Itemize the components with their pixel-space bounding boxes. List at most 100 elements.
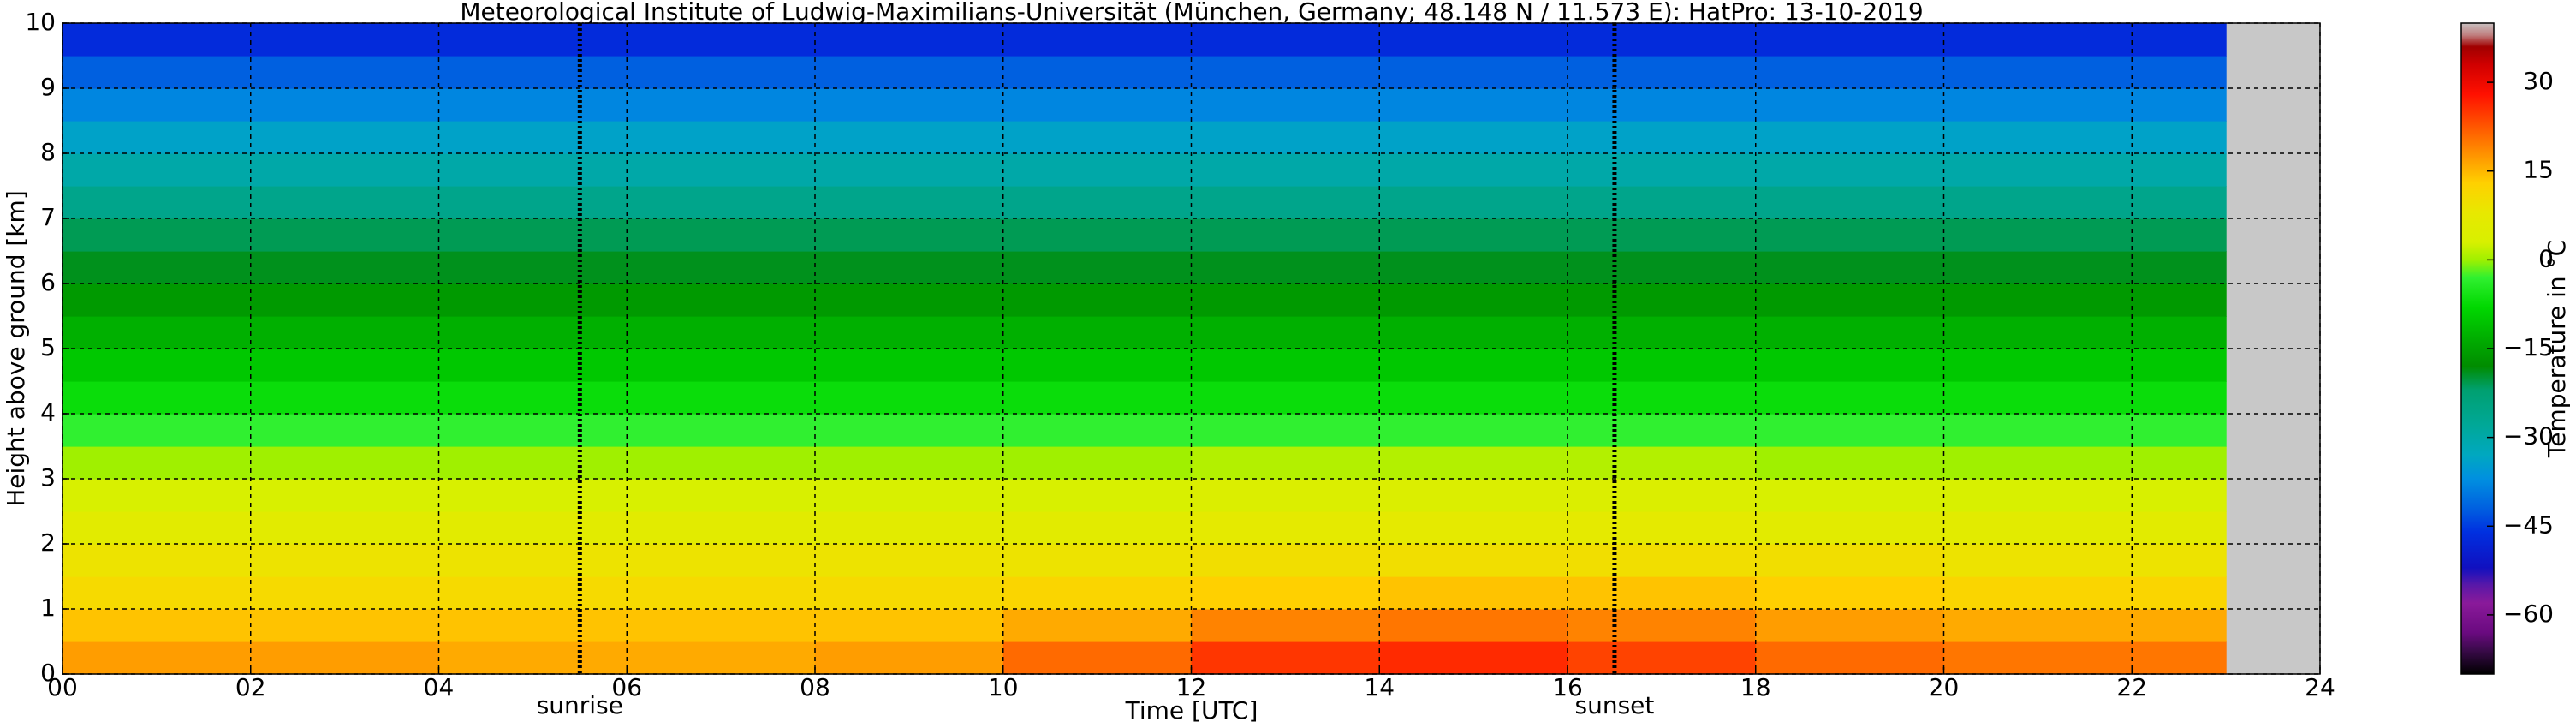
heatmap-cell: [1379, 511, 1568, 545]
y-tick-label: 4: [40, 398, 56, 427]
heatmap-cell: [1568, 511, 1757, 545]
heatmap-cell: [1943, 121, 2133, 154]
heatmap-cell: [1191, 153, 1380, 187]
heatmap-cell: [627, 186, 816, 219]
heatmap-cell: [1755, 23, 1945, 57]
annotation-label: sunset: [1575, 691, 1655, 719]
heatmap-cell: [250, 641, 440, 675]
x-tick-label: 16: [1552, 673, 1583, 701]
heatmap-cell: [1191, 479, 1380, 512]
heatmap-cell: [1379, 446, 1568, 480]
heatmap-cell: [1755, 153, 1945, 187]
heatmap-cell: [250, 56, 440, 89]
x-tick-label: 08: [800, 673, 830, 701]
heatmap-cell: [1002, 121, 1193, 154]
heatmap-cell: [2132, 283, 2227, 317]
heatmap-cell: [1002, 23, 1193, 57]
heatmap-cell: [1755, 446, 1945, 480]
heatmap-cell: [2132, 316, 2227, 349]
heatmap-cell: [62, 186, 252, 219]
heatmap-cell: [1191, 576, 1380, 610]
heatmap-cell: [1379, 153, 1568, 187]
heatmap-cell: [62, 349, 252, 382]
heatmap-cell: [815, 251, 1004, 284]
heatmap-cell: [815, 511, 1004, 545]
heatmap-cell: [627, 381, 816, 415]
heatmap-cell: [1943, 88, 2133, 122]
heatmap-cell: [815, 544, 1004, 577]
heatmap-cell: [2132, 381, 2227, 415]
heatmap-cell: [627, 283, 816, 317]
heatmap-cell: [1379, 544, 1568, 577]
heatmap-cell: [250, 609, 440, 642]
heatmap-cell: [62, 641, 252, 675]
heatmap-cell: [2132, 544, 2227, 577]
heatmap-cell: [2132, 414, 2227, 447]
heatmap-cell: [815, 609, 1004, 642]
heatmap-cell: [1379, 316, 1568, 349]
heatmap-cell: [1379, 479, 1568, 512]
heatmap-cell: [815, 576, 1004, 610]
y-tick-label: 0: [40, 659, 56, 687]
y-tick-label: 8: [40, 138, 56, 166]
heatmap-cell: [2132, 349, 2227, 382]
heatmap-cell: [438, 153, 628, 187]
heatmap-cell: [250, 218, 440, 252]
x-tick-label: 22: [2116, 673, 2147, 701]
heatmap-cell: [2132, 251, 2227, 284]
heatmap-cell: [627, 121, 816, 154]
heatmap-cell: [1191, 121, 1380, 154]
heatmap-cell: [1568, 349, 1757, 382]
colorbar-tick-label: −60: [2503, 600, 2554, 628]
heatmap-cell: [2132, 56, 2227, 89]
heatmap-cell: [438, 414, 628, 447]
heatmap-cell: [815, 446, 1004, 480]
heatmap-cell: [2132, 446, 2227, 480]
heatmap-cell: [1943, 609, 2133, 642]
heatmap-cell: [1191, 349, 1380, 382]
heatmap-cell: [627, 609, 816, 642]
heatmap-cell: [1379, 414, 1568, 447]
heatmap-cell: [1379, 56, 1568, 89]
heatmap-cell: [627, 153, 816, 187]
heatmap-cell: [1379, 218, 1568, 252]
heatmap-cell: [1568, 316, 1757, 349]
heatmap-cell: [627, 544, 816, 577]
heatmap-cell: [62, 251, 252, 284]
heatmap-cell: [438, 479, 628, 512]
heatmap-cell: [250, 349, 440, 382]
heatmap-cell: [1755, 316, 1945, 349]
heatmap-cell: [250, 186, 440, 219]
heatmap-cell: [815, 349, 1004, 382]
heatmap-cell: [62, 88, 252, 122]
heatmap-cell: [1002, 544, 1193, 577]
heatmap-cell: [1943, 56, 2133, 89]
heatmap-cell: [815, 153, 1004, 187]
heatmap-cell: [438, 544, 628, 577]
heatmap-cell: [62, 479, 252, 512]
heatmap-cell: [1568, 609, 1757, 642]
heatmap-cell: [627, 251, 816, 284]
colorbar-tick-label: −45: [2503, 510, 2554, 539]
heatmap-cell: [1943, 23, 2133, 57]
heatmap-cell: [62, 381, 252, 415]
y-tick-label: 10: [25, 8, 56, 36]
heatmap-cell: [62, 446, 252, 480]
heatmap-cell: [1191, 641, 1380, 675]
heatmap-cell: [438, 88, 628, 122]
heatmap-cell: [1568, 251, 1757, 284]
heatmap-cell: [438, 609, 628, 642]
heatmap-cell: [627, 218, 816, 252]
x-tick-label: 02: [235, 673, 266, 701]
heatmap-cell: [62, 414, 252, 447]
heatmap-cell: [438, 511, 628, 545]
heatmap-cell: [627, 316, 816, 349]
heatmap-cell: [2132, 88, 2227, 122]
heatmap-cell: [1002, 251, 1193, 284]
heatmap-cell: [62, 576, 252, 610]
heatmap-cell: [250, 381, 440, 415]
heatmap-cell: [62, 316, 252, 349]
heatmap-cell: [1191, 544, 1380, 577]
